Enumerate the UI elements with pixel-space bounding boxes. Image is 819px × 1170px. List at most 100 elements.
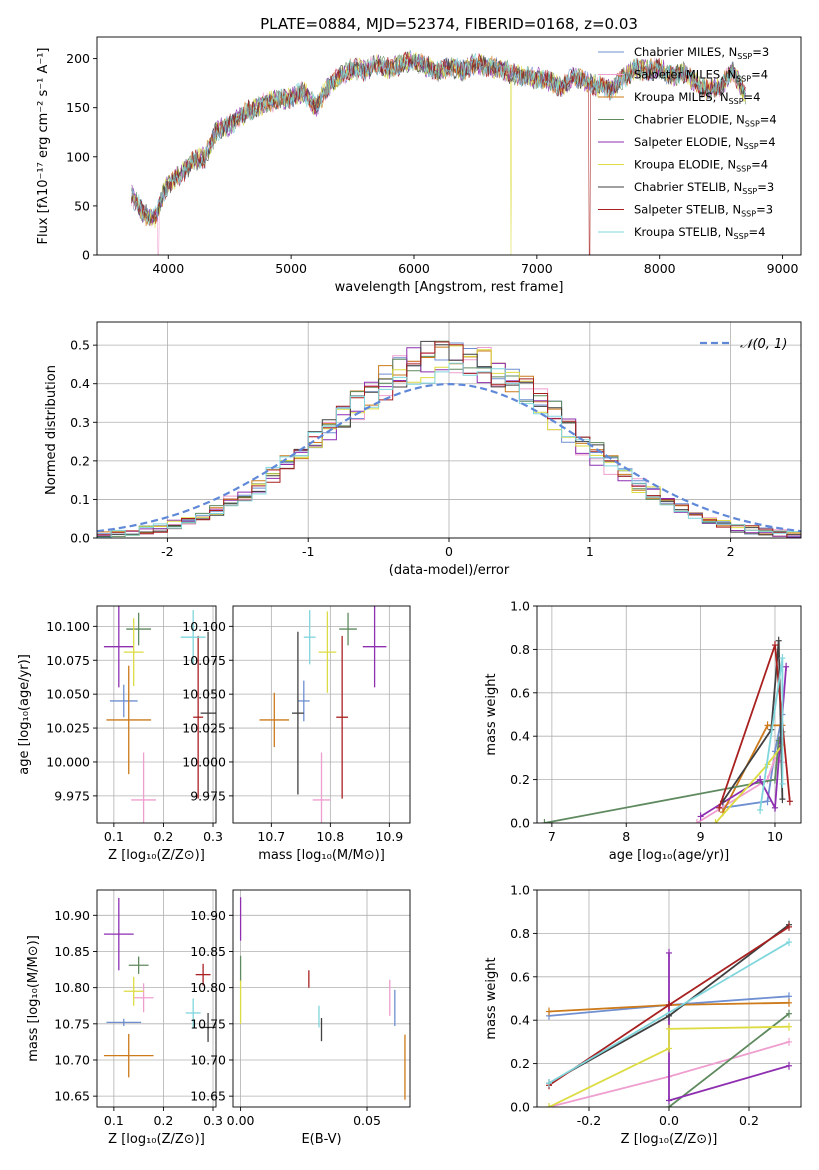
legend-subscript: SSP [741, 210, 756, 219]
legend-name: Chabrier ELODIE, N [634, 113, 745, 127]
plot-area [97, 606, 216, 823]
legend-entry: Salpeter ELODIE, NSSP=4 [634, 135, 776, 151]
y-tick-label: 10.65 [54, 1089, 90, 1104]
y-tick-label: 10.65 [190, 1089, 226, 1104]
x-tick-label: 0.2 [739, 1113, 759, 1128]
plot-area [131, 50, 746, 255]
legend-subscript: SSP [744, 142, 759, 151]
y-tick-label: 10.025 [46, 721, 90, 736]
panel-mass-vs-Z: 0.1 0.2 0.3 10.65 10.70 10.75 10.80 10.85 10.90 Z… [26, 889, 223, 1147]
axes-frame [96, 36, 802, 256]
normal-curve [97, 382, 801, 533]
x-tick-label: 2 [727, 544, 735, 559]
legend-name: Chabrier MILES, N [634, 45, 737, 59]
legend-subscript: SSP [736, 75, 751, 84]
legend-entry: Salpeter STELIB, NSSP=3 [634, 203, 773, 219]
y-tick-label: 0.1 [70, 492, 90, 507]
histogram-step-7 [97, 341, 801, 538]
x-axis-label: (data-model)/error [389, 563, 510, 578]
axes-frame [536, 889, 802, 1108]
y-tick-label: 0.4 [510, 729, 530, 744]
x-tick-label: 10 [767, 829, 783, 844]
y-tick-label: 10.000 [46, 754, 90, 769]
y-tick-label: 10.85 [190, 944, 226, 959]
x-tick-label: 8000 [644, 261, 676, 276]
x-tick-label: 0.1 [104, 1113, 124, 1128]
panel-massweight-vs-age: 7 8 9 10 0.0 0.2 0.4 0.6 0.8 1.0 age [log₁₀(age/yr… [484, 599, 802, 863]
axes-frame [232, 605, 411, 824]
x-tick-label: 4000 [152, 261, 184, 276]
y-tick-label: 0.0 [510, 816, 530, 831]
y-tick-label: 50 [74, 198, 90, 213]
legend-name: Salpeter ELODIE, N [634, 135, 744, 149]
axes-frame [96, 605, 217, 824]
legend-suffix: =3 [752, 45, 769, 59]
y-tick-label: 10.75 [54, 1016, 90, 1031]
y-tick-label: 0.6 [510, 685, 530, 700]
y-axis-label: Normed distribution [44, 365, 59, 495]
y-tick-label: 10.90 [190, 908, 226, 923]
legend-entry: Chabrier ELODIE, NSSP=4 [634, 113, 777, 129]
legend-entry: 𝒩(0, 1) [740, 337, 787, 352]
legend-name: Chabrier STELIB, N [634, 180, 742, 194]
plot-area [97, 890, 216, 1107]
y-tick-label: 10.70 [54, 1052, 90, 1067]
axes-frame [536, 605, 802, 824]
y-tick-label: 0.4 [510, 1013, 530, 1028]
y-tick-label: 0.3 [70, 415, 90, 430]
y-tick-label: 10.100 [182, 619, 226, 634]
legend-name: Salpeter MILES, N [634, 68, 736, 82]
x-axis-label: mass [log₁₀(M/M⊙)] [258, 848, 385, 863]
y-tick-label: 0.2 [70, 453, 90, 468]
legend-suffix: =4 [751, 68, 768, 82]
y-tick-label: 10.075 [46, 653, 90, 668]
plot-area [233, 890, 410, 1107]
legend-name: Kroupa MILES, N [634, 90, 729, 104]
weight-line-0 [722, 714, 784, 809]
y-tick-label: 0.0 [70, 531, 90, 546]
plot-area [537, 606, 801, 823]
y-tick-label: 10.90 [54, 908, 90, 923]
axes-frame [232, 889, 411, 1108]
legend-suffix: =4 [749, 225, 766, 239]
x-tick-label: 0 [445, 544, 453, 559]
panel-age-vs-Z: 0.1 0.2 0.3 9.975 10.000 10.025 10.050 10.075 10… [17, 605, 223, 863]
legend-suffix: =3 [756, 203, 773, 217]
x-tick-label: 9000 [767, 261, 799, 276]
legend-subscript: SSP [736, 165, 751, 174]
weight-line-6 [722, 640, 784, 802]
x-tick-label: 8 [622, 829, 630, 844]
legend-subscript: SSP [734, 232, 749, 241]
y-tick-label: 10.85 [54, 944, 90, 959]
y-tick-label: 10.70 [190, 1052, 226, 1067]
weight-line-3 [668, 1012, 790, 1107]
y-tick-label: 9.975 [54, 788, 90, 803]
x-tick-label: 10.7 [257, 829, 285, 844]
legend-suffix: =4 [760, 113, 777, 127]
plot-area [97, 322, 801, 538]
y-tick-label: 10.000 [182, 754, 226, 769]
spectrum-line-8 [131, 52, 746, 226]
y-axis-label: age [log₁₀(age/yr)] [17, 654, 32, 775]
x-axis-label: age [log₁₀(age/yr)] [609, 848, 730, 863]
axes-frame [96, 889, 217, 1108]
legend-entry: Chabrier STELIB, NSSP=3 [634, 180, 774, 196]
legend-entry: Kroupa ELODIE, NSSP=4 [634, 158, 768, 174]
y-tick-label: 100 [66, 149, 90, 164]
y-tick-label: 9.975 [190, 788, 226, 803]
x-tick-label: 0.1 [104, 829, 124, 844]
legend-subscript: SSP [729, 97, 744, 106]
x-tick-label: 0.2 [153, 1113, 173, 1128]
legend-subscript: SSP [742, 187, 757, 196]
y-tick-label: 0.8 [510, 926, 530, 941]
spectrum-line-6 [131, 51, 746, 224]
legend-subscript: SSP [737, 52, 752, 61]
x-axis-label: Z [log₁₀(Z/Z⊙)] [621, 1132, 718, 1147]
y-tick-label: 0.6 [510, 969, 530, 984]
panel-massweight-vs-Z: -0.2 0.0 0.2 0.0 0.2 0.4 0.6 0.8 1.0 Z [log₁₀(Z/Z… [484, 883, 802, 1147]
x-axis-label: wavelength [Angstrom, rest frame] [335, 280, 564, 295]
y-tick-label: 200 [66, 51, 90, 66]
y-tick-label: 10.025 [182, 721, 226, 736]
y-tick-label: 0.5 [70, 338, 90, 353]
